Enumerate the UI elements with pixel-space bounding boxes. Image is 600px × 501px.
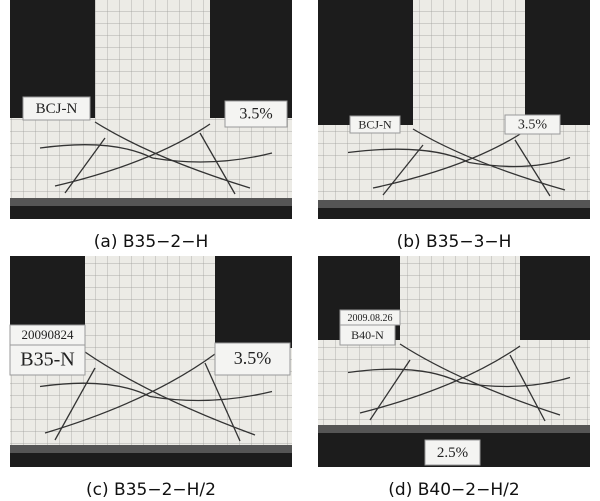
caption: (a) B35−2−H [94,232,208,252]
crack [359,345,521,414]
crack [369,359,411,421]
crack [39,144,153,159]
crack [54,367,96,441]
label-card [9,344,86,376]
specimen-label: 2.5% [437,445,468,461]
crack [514,139,551,197]
caption: (d) B40−2−H/2 [388,480,519,500]
photo-panel: BCJ-N 3.5% [318,0,590,219]
label-card [349,115,401,134]
crack [459,376,571,388]
specimen-label: BCJ-N [36,101,78,117]
column [95,0,210,122]
crack [399,343,561,416]
crack [347,368,461,384]
specimen-label: 2009.08.26 [348,313,393,324]
crack [54,123,211,187]
specimen-label: 20090824 [22,327,75,342]
specimen-label: 3.5% [234,348,272,368]
specimen-label: BCJ-N [358,117,392,131]
label-card [22,96,91,121]
crack [39,382,151,398]
photo-panel: 2009.08.26 B40-N 2.5% [318,256,590,467]
specimen-label: B40-N [351,328,384,342]
crack [372,130,526,189]
crack [468,156,571,168]
crack [199,132,236,195]
caption: (c) B35−2−H/2 [86,480,216,500]
label-card [424,439,481,466]
crack [204,362,241,442]
label-card [504,114,561,135]
photo-panel: BCJ-N 3.5% [10,0,292,219]
label-card [214,342,291,376]
beam-base [10,445,292,453]
specimen-label: 3.5% [518,118,548,133]
column [400,256,520,345]
beam-base [318,200,590,208]
crack [64,137,106,194]
crack [152,152,273,163]
specimen-label: B35-N [20,349,74,371]
specimen-label: 3.5% [239,106,272,123]
crack [149,390,273,402]
crack [412,128,566,191]
beam-base [318,425,590,433]
crack [509,354,546,422]
crack [44,353,216,434]
column [85,256,215,352]
label-card [224,100,288,128]
column [413,0,525,128]
crack [382,144,424,196]
caption: (b) B35−3−H [397,232,512,252]
label-card [339,324,396,346]
beam-base [10,198,292,206]
photo-panel: 20090824 B35-N 3.5% [9,256,292,467]
beam [318,125,590,200]
crack [84,351,256,436]
